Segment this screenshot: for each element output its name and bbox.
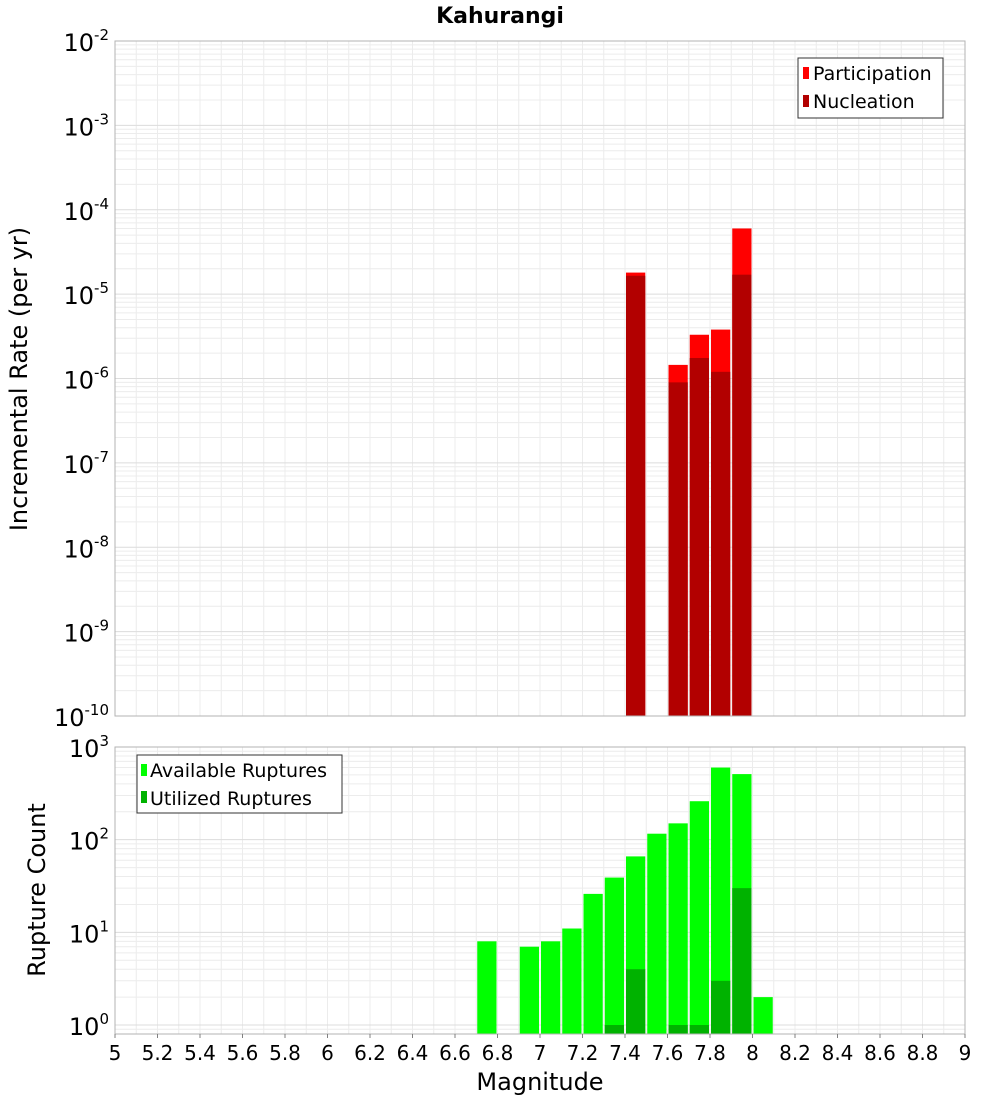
rate-y-tick-label: 10-3: [63, 110, 109, 141]
count-bars: [477, 767, 773, 1034]
count-y-ticks: 100 101 102 103: [69, 732, 109, 1041]
x-tick-label: 6.8: [482, 1041, 514, 1065]
count-utilized-ruptures-bar: [711, 980, 731, 1034]
rate-y-tick-label: 10-7: [63, 448, 109, 479]
count-legend: Available Ruptures Utilized Ruptures: [136, 754, 343, 814]
count-y-axis-title: Rupture Count: [23, 803, 51, 977]
count-panel: 100 101 102 103 5 5.2 5.4 5.6 5.8 6 6.2 6.4 6.6 6.8 7…: [23, 732, 971, 1096]
x-axis-title: Magnitude: [476, 1068, 603, 1096]
rate-y-tick-label: 10-4: [63, 195, 109, 226]
count-available-ruptures-bar: [477, 941, 497, 1034]
x-tick-label: 7.4: [609, 1041, 641, 1065]
rate-y-tick-label: 10-6: [63, 364, 109, 395]
count-utilized-ruptures-bar: [732, 888, 752, 1034]
nucleation-legend-label: Nucleation: [813, 91, 915, 113]
count-utilized-ruptures-bar: [626, 969, 646, 1034]
x-tick-label: 7.6: [652, 1041, 684, 1065]
participation-legend-label: Participation: [813, 63, 932, 85]
utilized-legend-swatch: [141, 791, 147, 803]
chart-title: Kahurangi: [436, 4, 564, 29]
rate-y-ticks: 10-10 10-9 10-8 10-7 10-6 10-5 10-4 10-3 10-2: [54, 26, 109, 732]
rate-nucleation-bar: [626, 275, 646, 716]
x-tick-label: 6.2: [354, 1041, 386, 1065]
count-y-tick-label: 100: [69, 1010, 109, 1041]
rate-nucleation-bar: [668, 382, 688, 716]
available-legend-swatch: [141, 764, 147, 776]
utilized-legend-label: Utilized Ruptures: [150, 788, 312, 810]
count-available-ruptures-bar: [604, 877, 624, 1034]
x-tick-label: 6: [321, 1041, 334, 1065]
x-tick-label: 8.4: [822, 1041, 854, 1065]
x-tick-label: 6.6: [439, 1041, 471, 1065]
rate-panel: 10-10 10-9 10-8 10-7 10-6 10-5 10-4 10-3 10-2 In…: [5, 26, 966, 732]
count-x-ticks: 5 5.2 5.4 5.6 5.8 6 6.2 6.4 6.6 6.8 7 7.2 7.4 7.6 7.8 8…: [109, 1034, 972, 1065]
rate-y-axis-title: Incremental Rate (per yr): [5, 227, 33, 531]
count-available-ruptures-bar: [541, 941, 561, 1034]
rate-legend-box: [797, 57, 944, 119]
rate-grid: [114, 40, 966, 717]
x-tick-label: 5.8: [269, 1041, 301, 1065]
count-utilized-ruptures-bar: [668, 1025, 688, 1034]
rate-bars: [626, 228, 752, 716]
rate-y-tick-label: 10-8: [63, 532, 109, 563]
x-tick-label: 6.4: [397, 1041, 429, 1065]
count-available-ruptures-bar: [711, 767, 731, 1034]
x-tick-label: 7: [534, 1041, 547, 1065]
available-legend-label: Available Ruptures: [150, 760, 327, 782]
count-available-ruptures-bar: [583, 893, 603, 1034]
rate-y-tick-label: 10-9: [63, 617, 109, 648]
participation-legend-swatch: [803, 67, 809, 79]
x-tick-label: 8: [746, 1041, 759, 1065]
count-available-ruptures-bar: [668, 823, 688, 1034]
x-tick-label: 8.2: [779, 1041, 811, 1065]
rate-y-tick-label: 10-2: [63, 26, 109, 57]
rate-nucleation-bar: [689, 357, 709, 716]
rate-y-tick-label: 10-5: [63, 279, 109, 310]
x-tick-label: 7.2: [567, 1041, 599, 1065]
x-tick-label: 5.2: [142, 1041, 174, 1065]
count-available-ruptures-bar: [562, 928, 582, 1034]
count-available-ruptures-bar: [689, 801, 709, 1034]
count-available-ruptures-bar: [519, 946, 539, 1034]
rate-y-tick-label: 10-10: [54, 701, 109, 732]
count-utilized-ruptures-bar: [689, 1025, 709, 1034]
nucleation-legend-swatch: [803, 95, 809, 107]
x-tick-label: 7.8: [694, 1041, 726, 1065]
rate-legend: Participation Nucleation: [797, 57, 944, 119]
x-tick-label: 9: [959, 1041, 972, 1065]
count-y-tick-label: 101: [69, 917, 109, 948]
rate-nucleation-bar: [732, 274, 752, 716]
count-available-ruptures-bar: [647, 833, 667, 1034]
rate-plot-frame: [114, 40, 966, 717]
count-y-tick-label: 103: [69, 732, 109, 763]
x-tick-label: 8.8: [907, 1041, 939, 1065]
x-tick-label: 5: [109, 1041, 122, 1065]
x-tick-label: 5.4: [184, 1041, 216, 1065]
count-legend-box: [136, 754, 343, 814]
count-available-ruptures-bar: [753, 997, 773, 1034]
x-tick-label: 5.6: [227, 1041, 259, 1065]
rate-nucleation-bar: [711, 371, 731, 716]
count-y-tick-label: 102: [69, 825, 109, 856]
count-utilized-ruptures-bar: [604, 1025, 624, 1034]
x-tick-label: 8.6: [864, 1041, 896, 1065]
